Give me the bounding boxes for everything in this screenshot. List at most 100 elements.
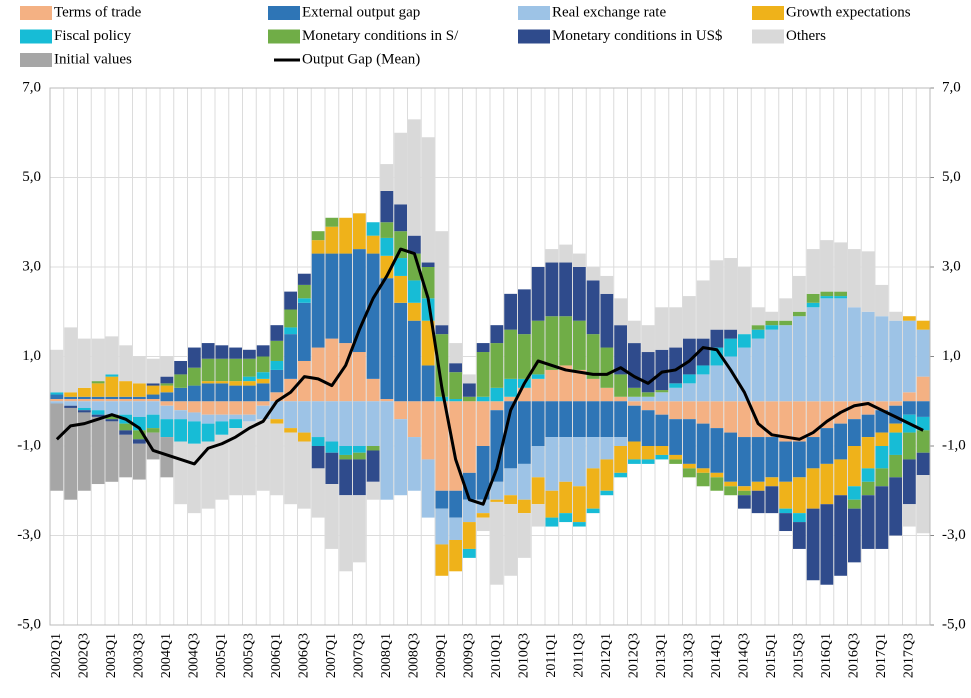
bar-segment [380,222,394,238]
bar-segment [628,441,641,460]
legend-swatch [268,29,300,44]
bar-segment [710,401,724,429]
bar-segment [298,298,311,303]
bar-segment [160,376,174,384]
bar-segment [573,320,586,370]
bar-segment [91,416,105,485]
bar-segment [820,296,834,299]
axes: -5,0 -3,0 -1,0 1,0 3,0 5,0 7,0 -5,0 -3,0 -1,0 1,0 3… [17,79,966,678]
bar-segment [641,410,655,446]
bar-segment [738,495,751,509]
x-tick-label: 2017Q1 [874,633,889,678]
bar-segment [325,338,339,402]
bar-segment [256,356,270,373]
legend-swatch [752,6,784,20]
bar-segment [889,320,902,402]
bar-segment [696,374,710,402]
bar-segment [353,452,366,460]
bar-segment [669,454,682,460]
bar-segment [421,320,435,366]
bar-segment [229,381,242,386]
bar-segment [105,396,119,400]
bar-segment [751,338,765,402]
bar-segment [834,296,847,299]
bar-segment [201,423,215,442]
bar-segment [655,307,669,350]
bar-segment [408,280,421,303]
bar-segment [421,401,435,460]
bar-segment [751,481,765,491]
bar-segment [174,374,187,388]
y-tick-label: -5,0 [17,616,41,632]
bar-segment [394,275,407,303]
bar-segment [325,253,339,339]
bar-segment [64,392,77,397]
bar-segment [78,401,91,408]
legend-item: Others [752,28,826,44]
bar-segment [573,401,586,438]
bar-segment [91,399,105,402]
y-tick-label: -1,0 [17,437,41,453]
bar-segment [655,349,669,391]
bar-segment [628,396,641,402]
bar-segment [834,459,847,496]
bar-segment [201,381,215,384]
bar-segment [105,336,119,375]
bar-segment [586,334,600,379]
bar-segment [188,401,201,413]
bar-segment [256,345,270,357]
bar-segment [806,293,820,303]
bar-segment [903,392,916,402]
bar-segment [160,383,174,386]
bar-segment [243,421,256,496]
bar-segment [751,329,765,339]
bar-segment [683,419,696,464]
bar-segment [229,428,242,496]
bar-segment [105,414,119,420]
bar-segment [188,412,201,422]
bar-segment [531,504,545,527]
plot-frame [49,87,931,626]
bar-segment [655,414,669,446]
bar-segment [380,164,394,191]
bar-segment [545,249,559,263]
bar-segment [449,490,462,518]
bar-segment [820,240,834,292]
bar-segment [531,401,545,446]
bar-segment [751,307,765,326]
x-tick-label: 2009Q1 [434,633,449,678]
bar-segment [628,320,641,344]
bar-segment [380,190,394,223]
legend-swatch [518,6,550,20]
bar-segment [201,414,215,424]
bar-segment [64,407,77,500]
bar-segment [683,468,696,478]
bar-segment [724,481,737,487]
bar-segment [641,446,655,460]
bar-segment [78,387,91,397]
bar-segment [366,450,380,482]
bar-segment [353,459,366,496]
bar-segment [793,522,806,549]
bar-segment [256,378,270,384]
bar-segment [408,302,421,321]
bar-segment [174,419,187,442]
bar-segment [861,414,875,438]
bar-segment [683,401,696,420]
bar-segment [463,401,476,473]
bar-segment [490,501,504,585]
bar-segment [476,343,490,353]
bar-segment [504,329,517,379]
y2-tick-label: 5,0 [942,169,961,185]
y-tick-label: 1,0 [22,348,41,364]
bar-segment [696,472,710,487]
bar-segment [655,454,669,460]
x-tick-label: 2008Q3 [407,633,422,678]
x-tick-label: 2010Q3 [517,633,532,678]
bar-segment [298,273,311,285]
bar-segment [229,385,242,402]
bar-segment [641,459,655,464]
bar-segment [710,472,724,478]
bar-segment [861,468,875,482]
bar-segment [724,329,737,339]
